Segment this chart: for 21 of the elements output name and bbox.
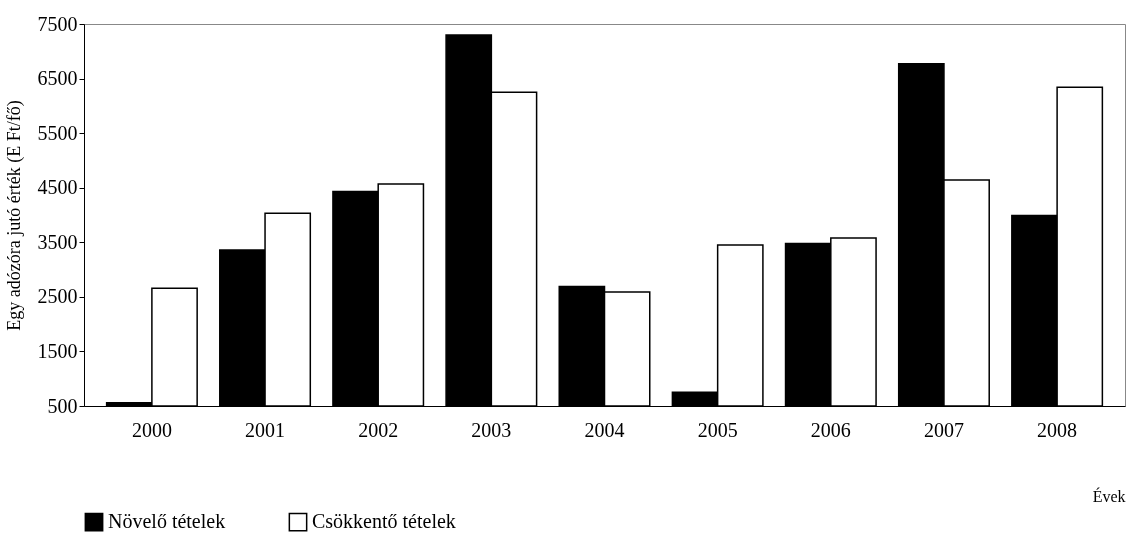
y-tick-label: 7500 (37, 12, 78, 35)
y-tick-label: 4500 (37, 176, 78, 199)
x-tick-label: 2004 (584, 418, 625, 441)
x-tick-label: 2007 (923, 418, 964, 441)
x-tick-label: 2001 (245, 418, 286, 441)
x-tick-label: 2005 (697, 418, 738, 441)
x-tick-label: 2000 (131, 418, 172, 441)
legend-label: Növelő tételek (108, 510, 226, 533)
y-axis-title: Egy adózóra jutó érték (E Ft/fő) (3, 100, 25, 331)
y-tick-label: 1500 (37, 339, 78, 362)
y-tick-label: 500 (47, 394, 78, 417)
y-tick-label: 6500 (37, 67, 78, 90)
y-tick-label: 3500 (37, 230, 78, 253)
x-tick-label: 2002 (358, 418, 399, 441)
x-tick-label: 2006 (810, 418, 851, 441)
y-tick-label: 2500 (37, 285, 78, 308)
legend-label: Csökkentő tételek (312, 510, 456, 533)
x-axis-title: Évek (1092, 486, 1126, 505)
x-tick-label: 2003 (471, 418, 512, 441)
x-tick-label: 2008 (1037, 418, 1078, 441)
y-tick-label: 5500 (37, 121, 78, 144)
